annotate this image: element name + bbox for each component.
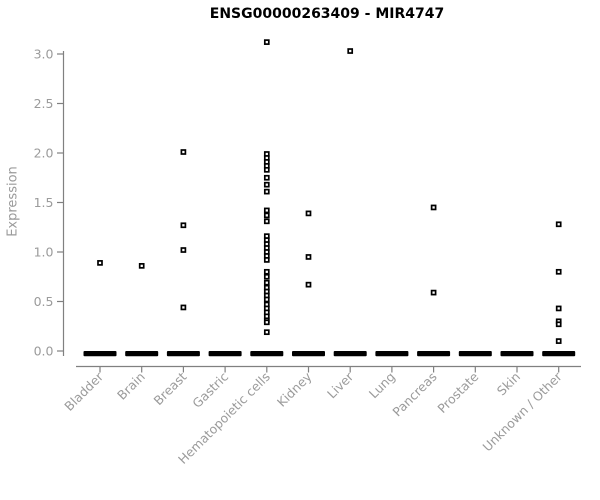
zero-cluster-bar xyxy=(292,351,325,357)
x-tick-label: Skin xyxy=(494,369,523,398)
data-point xyxy=(347,48,354,54)
x-tick-label: Bladder xyxy=(61,368,106,413)
zero-cluster-bar xyxy=(125,351,159,357)
y-tick-label: 2.0 xyxy=(34,146,54,161)
y-tick-label: 3.0 xyxy=(34,47,54,62)
y-tick-label: 1.5 xyxy=(34,195,54,210)
zero-cluster-bar xyxy=(250,351,284,357)
zero-cluster-bar xyxy=(458,351,492,357)
y-tick-label: 0.0 xyxy=(34,344,54,359)
data-point xyxy=(263,39,270,45)
data-point xyxy=(97,260,103,266)
data-point xyxy=(263,296,270,303)
data-point xyxy=(263,166,270,173)
data-point xyxy=(430,289,437,296)
data-point xyxy=(180,222,187,229)
chart-title: ENSG00000263409 - MIR4747 xyxy=(209,6,445,22)
zero-cluster-bar xyxy=(375,351,409,357)
data-point xyxy=(555,268,562,275)
data-point xyxy=(555,305,562,312)
y-tick-label: 0.5 xyxy=(34,294,54,309)
zero-cluster-bar xyxy=(83,351,117,357)
zero-cluster-bar xyxy=(333,351,367,357)
data-point xyxy=(263,174,270,181)
zero-cluster-bar xyxy=(542,351,576,357)
data-point xyxy=(430,204,437,211)
data-point xyxy=(263,212,270,219)
data-point xyxy=(263,181,270,188)
data-point xyxy=(138,263,145,269)
data-point xyxy=(555,321,562,328)
data-point xyxy=(555,221,562,228)
data-point xyxy=(180,304,187,311)
data-point xyxy=(180,247,187,253)
x-tick-label: Unknown / Other xyxy=(479,368,565,454)
zero-cluster-bar xyxy=(208,351,242,357)
x-tick-label: Kidney xyxy=(274,369,315,410)
data-point xyxy=(263,319,270,326)
zero-cluster-bar xyxy=(417,351,451,357)
x-tick-label: Lung xyxy=(366,369,398,401)
x-tick-label: Gastric xyxy=(189,369,231,411)
data-point xyxy=(263,207,270,214)
data-point xyxy=(305,210,312,217)
x-tick-label: Pancreas xyxy=(389,369,439,419)
data-point xyxy=(263,257,270,263)
data-point xyxy=(263,279,270,286)
y-tick-label: 2.5 xyxy=(34,96,54,111)
x-tick-label: Brain xyxy=(114,369,148,403)
data-point xyxy=(263,188,270,195)
data-point xyxy=(305,254,312,260)
data-point xyxy=(263,329,270,336)
x-tick-label: Prostate xyxy=(434,369,481,416)
data-point xyxy=(180,149,187,155)
zero-cluster-bar xyxy=(500,351,534,357)
data-point xyxy=(263,273,270,280)
zero-cluster-bar xyxy=(166,351,200,357)
x-tick-label: Liver xyxy=(324,368,357,401)
data-point xyxy=(263,218,270,225)
data-point xyxy=(555,338,562,344)
data-point xyxy=(305,281,312,288)
data-point xyxy=(263,268,270,275)
x-tick-label: Breast xyxy=(150,369,189,408)
y-tick-label: 1.0 xyxy=(34,245,54,260)
